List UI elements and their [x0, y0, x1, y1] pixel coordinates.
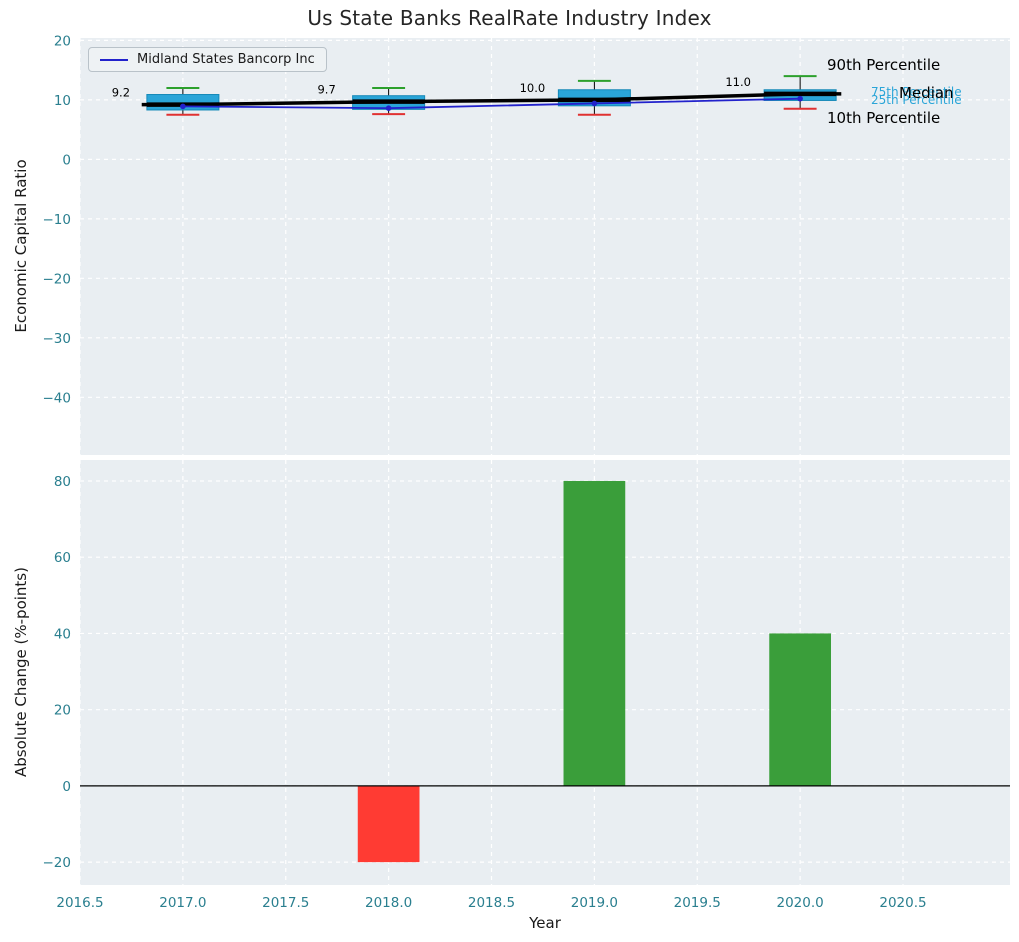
- xtick-label: 2016.5: [56, 895, 103, 911]
- xtick-label: 2017.0: [159, 895, 206, 911]
- company-marker: [591, 100, 598, 107]
- bar-2019: [563, 480, 626, 786]
- annotation-75th-percentile: 75th Percentile: [871, 85, 962, 99]
- company-marker: [385, 105, 392, 111]
- ytick-label-bottom: 0: [62, 779, 71, 795]
- ytick-label-top: −40: [43, 390, 72, 406]
- chart-title: Us State Banks RealRate Industry Index: [307, 6, 712, 30]
- ytick-label-top: 20: [54, 33, 71, 49]
- xlabel-year: Year: [529, 914, 561, 932]
- median-value-label: 11.0: [725, 75, 751, 89]
- xtick-label: 2017.5: [262, 895, 309, 911]
- ytick-label-top: 10: [54, 93, 71, 109]
- ytick-label-bottom: −20: [43, 855, 72, 871]
- ytick-label-top: −20: [43, 271, 72, 287]
- annotation-25th-percentile: 25th Percentile: [871, 93, 962, 107]
- median-trend-line: [141, 92, 842, 107]
- company-marker: [180, 103, 186, 110]
- ytick-label-bottom: 40: [54, 626, 71, 642]
- bar-2018: [357, 785, 420, 863]
- ylabel-economic-capital-ratio: Economic Capital Ratio: [12, 159, 30, 333]
- bar-2020: [769, 633, 831, 786]
- axes-background: [80, 460, 1010, 885]
- xtick-label: 2019.5: [674, 895, 721, 911]
- legend-line-sample: [100, 58, 128, 61]
- company-marker: [797, 95, 803, 102]
- company-line: [182, 97, 801, 110]
- xtick-label: 2018.0: [365, 895, 412, 911]
- legend: Midland States Bancorp Inc: [88, 47, 327, 72]
- ytick-label-bottom: 60: [54, 550, 71, 566]
- median-value-label: 9.7: [317, 83, 335, 97]
- ytick-label-top: −10: [43, 212, 72, 228]
- ytick-label-bottom: 80: [54, 474, 71, 490]
- legend-label: Midland States Bancorp Inc: [137, 52, 315, 67]
- xtick-label: 2020.0: [777, 895, 824, 911]
- annotation-90th-percentile: 90th Percentile: [827, 56, 941, 74]
- median-value-label: 10.0: [520, 81, 546, 95]
- annotation-median: Median: [899, 84, 954, 102]
- ytick-label-top: 0: [62, 152, 71, 168]
- xtick-label: 2019.0: [571, 895, 618, 911]
- median-value-label: 9.2: [112, 86, 130, 100]
- annotation-10th-percentile: 10th Percentile: [827, 109, 941, 127]
- ytick-label-top: −30: [43, 331, 72, 347]
- xtick-label: 2018.5: [468, 895, 515, 911]
- ylabel-absolute-change: Absolute Change (%-points): [12, 567, 30, 777]
- xtick-label: 2020.5: [879, 895, 926, 911]
- ytick-label-bottom: 20: [54, 703, 71, 719]
